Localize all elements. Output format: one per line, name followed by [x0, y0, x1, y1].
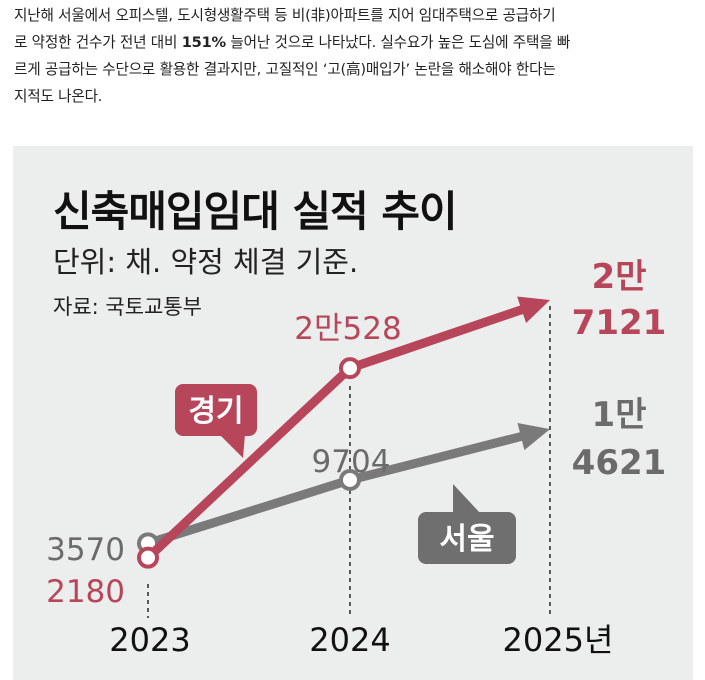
- chart-panel: 신축매입임대 실적 추이 단위: 채. 약정 체결 기준. 자료: 국토교통부 …: [13, 146, 693, 680]
- article-line-2: 로 약정한 건수가 전년 대비 151% 늘어난 것으로 나타났다. 실수요가 …: [14, 29, 694, 56]
- x-tick-0: 2023: [109, 621, 190, 659]
- badge-seoul-label: 서울: [439, 522, 494, 557]
- label-seoul-2023: 3570: [46, 532, 125, 568]
- article-line-1: 지난해 서울에서 오피스텔, 도시형생활주택 등 비(非)아파트를 지어 임대주…: [14, 7, 556, 24]
- series-0-point-0: [137, 546, 159, 569]
- label-gyeonggi-2024: 2만528: [294, 311, 401, 347]
- badge-seoul-box: [418, 512, 516, 564]
- badge-gyeonggi-pointer: [219, 434, 245, 458]
- article-line-2c: 늘어난 것으로 나타났다. 실수요가 높은 도심에 주택을 빠: [225, 34, 571, 51]
- article-line-4: 지적도 나온다.: [14, 88, 103, 105]
- label-gyeonggi-2025-line1: 2만: [592, 257, 647, 297]
- series-0-arrowhead: [517, 296, 550, 323]
- label-seoul-2025-line2: 4621: [572, 443, 667, 483]
- x-tick-1: 2024: [309, 621, 390, 659]
- series-1-point-1: [339, 468, 361, 491]
- series-0-point-1: [339, 357, 361, 380]
- chart-source: 자료: 국토교통부: [53, 295, 202, 319]
- article-line-3: 르게 공급하는 수단으로 활용한 결과지만, 고질적인 ‘고(高)매입가’ 논란…: [14, 61, 556, 78]
- badge-gyeonggi: 경기: [175, 384, 257, 458]
- chart-series-layer: [137, 296, 550, 569]
- badge-seoul: 서울: [418, 484, 516, 564]
- chart-x-ticks: 2023 2024 2025년: [109, 621, 613, 659]
- chart-grid: [147, 306, 551, 618]
- series-1-arrowhead: [517, 422, 550, 451]
- label-gyeonggi-2023: 2180: [46, 574, 125, 610]
- article-highlight-percent: 151%: [181, 34, 226, 51]
- badge-gyeonggi-label: 경기: [188, 394, 243, 429]
- badge-seoul-pointer: [453, 484, 481, 514]
- label-seoul-2024: 9704: [312, 444, 391, 480]
- x-tick-2: 2025년: [503, 621, 614, 659]
- chart-value-labels: 3570 2180 2만528 9704 2만 7121 1만 4621: [46, 257, 666, 610]
- label-gyeonggi-2025-line2: 7121: [572, 303, 667, 343]
- chart-title: 신축매입임대 실적 추이: [53, 187, 457, 236]
- line-chart: 신축매입임대 실적 추이 단위: 채. 약정 체결 기준. 자료: 국토교통부 …: [46, 187, 666, 659]
- article-line-2a: 로 약정한 건수가 전년 대비: [14, 34, 182, 51]
- article-text: 지난해 서울에서 오피스텔, 도시형생활주택 등 비(非)아파트를 지어 임대주…: [14, 2, 694, 110]
- label-seoul-2025-line1: 1만: [592, 395, 647, 435]
- chart-subtitle: 단위: 채. 약정 체결 기준.: [53, 245, 358, 279]
- badge-gyeonggi-box: [175, 384, 257, 436]
